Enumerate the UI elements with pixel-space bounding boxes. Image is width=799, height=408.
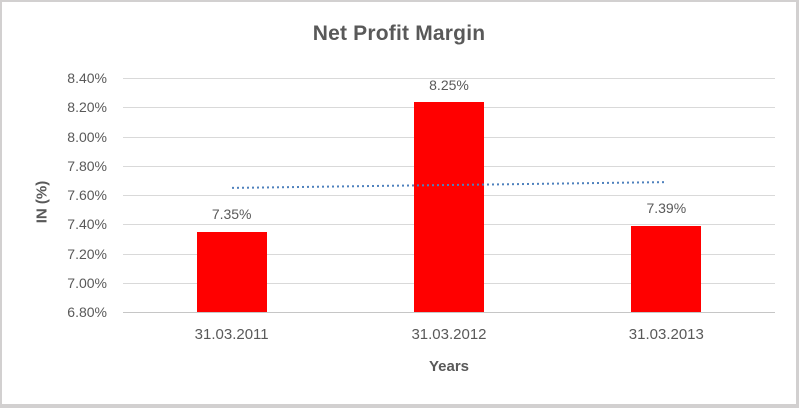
x-axis-tick-labels: 31.03.2011 31.03.2012 31.03.2013: [123, 326, 775, 343]
bar-2013: [631, 225, 702, 312]
x-axis-line: [123, 312, 775, 313]
bar-2011: [196, 231, 267, 312]
category-slot: 7.39%: [558, 78, 775, 312]
bar-series: 7.35% 8.25% 7.39%: [123, 77, 775, 312]
y-tick: 8.40%: [67, 70, 107, 86]
x-tick: 31.03.2011: [194, 326, 269, 343]
x-axis-title: Years: [428, 358, 470, 375]
y-tick: 7.20%: [67, 245, 107, 262]
plot-area: 7.35% 8.25% 7.39%: [123, 77, 775, 313]
bar-data-label: 7.35%: [211, 206, 252, 223]
gridline: [123, 78, 775, 79]
x-tick: 31.03.2012: [411, 326, 487, 343]
y-tick: 7.60%: [67, 187, 107, 203]
bar-data-label: 7.39%: [646, 200, 687, 217]
y-axis-tick-labels: 8.40% 8.20% 8.00% 7.80% 7.60% 7.40% 7.20…: [2, 70, 107, 320]
category-slot: 7.35%: [123, 78, 340, 312]
bar-data-label: 8.25%: [429, 77, 469, 93]
x-tick: 31.03.2013: [628, 326, 704, 343]
y-tick: 8.20%: [67, 99, 107, 116]
chart-title: Net Profit Margin: [312, 22, 486, 45]
y-tick: 6.80%: [67, 304, 107, 320]
y-tick: 7.40%: [67, 216, 107, 233]
y-tick: 7.80%: [67, 157, 107, 174]
y-tick: 7.00%: [67, 274, 107, 291]
bar-2012: [413, 102, 484, 312]
y-tick: 8.00%: [67, 128, 107, 145]
category-slot: 8.25%: [340, 77, 557, 312]
